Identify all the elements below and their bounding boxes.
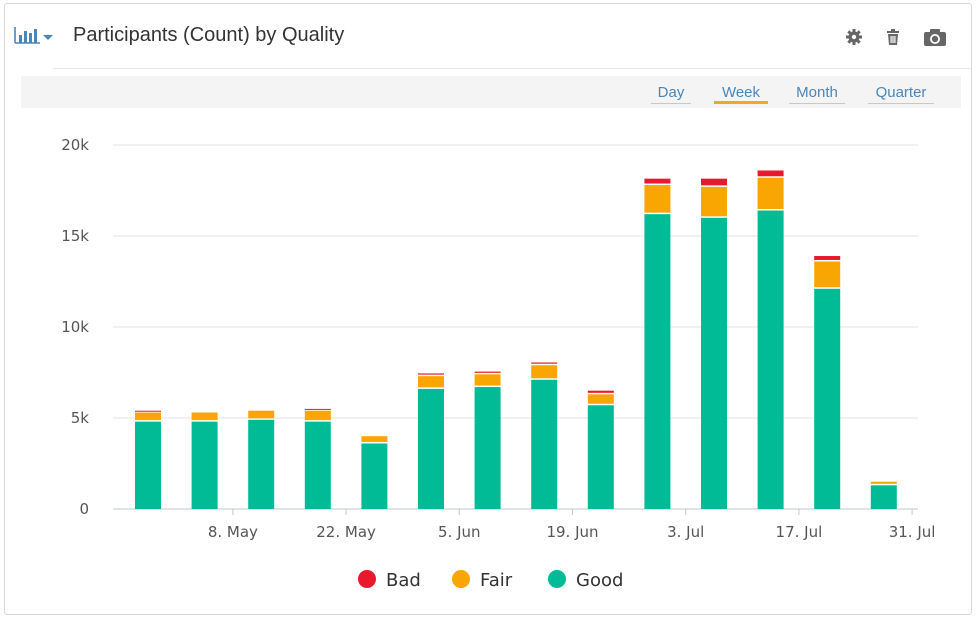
bar-good <box>418 388 444 509</box>
trash-icon <box>887 29 899 45</box>
bar-good <box>361 443 388 509</box>
bar-bad <box>814 256 841 260</box>
bar-fair <box>418 376 444 388</box>
y-tick-label: 15k <box>61 227 89 245</box>
tab-quarter[interactable]: Quarter <box>868 84 934 104</box>
bar-fair <box>191 412 218 421</box>
bar-fair <box>587 394 614 404</box>
x-tick-label: 31. Jul <box>889 523 936 541</box>
bar-fair <box>644 185 671 213</box>
bar-good <box>474 387 501 509</box>
bar-fair <box>757 177 784 210</box>
bar-good <box>191 421 218 509</box>
bar-good <box>644 214 671 509</box>
bar-bad <box>135 410 161 412</box>
tab-day[interactable]: Day <box>651 84 691 104</box>
bar-fair <box>531 365 558 379</box>
bar-bad <box>474 371 501 373</box>
bar-fair <box>135 412 161 421</box>
bar-bad <box>587 390 614 393</box>
y-tick-label: 5k <box>71 409 90 427</box>
bar-good <box>757 210 784 509</box>
camera-icon <box>924 29 946 46</box>
x-tick-label: 22. May <box>316 523 376 541</box>
bar-bad <box>531 362 558 364</box>
settings-button[interactable] <box>843 26 865 48</box>
bar-bad <box>701 178 727 186</box>
bar-bad <box>418 373 444 375</box>
y-tick-label: 20k <box>61 136 89 154</box>
settings-gear-icon <box>846 29 862 45</box>
bar-fair <box>248 410 275 419</box>
bar-good <box>135 421 161 509</box>
bar-good <box>587 405 614 509</box>
bar-good <box>531 379 558 509</box>
chart-type-dropdown[interactable] <box>13 24 57 48</box>
x-tick-label: 17. Jul <box>776 523 823 541</box>
x-tick-label: 19. Jun <box>546 523 598 541</box>
bar-fair <box>361 436 388 442</box>
tab-month[interactable]: Month <box>789 84 845 104</box>
legend-label-bad: Bad <box>386 570 421 591</box>
header-divider <box>53 68 971 69</box>
bar-fair <box>304 410 331 421</box>
legend-marker-bad <box>358 570 376 588</box>
bar-fair <box>814 261 841 288</box>
bar-bad <box>644 178 671 184</box>
y-tick-label: 0 <box>79 500 89 518</box>
chart-title: Participants (Count) by Quality <box>73 24 345 46</box>
export-image-button[interactable] <box>922 26 948 48</box>
chart-header: Participants (Count) by Quality <box>5 4 971 69</box>
x-tick-label: 5. Jun <box>438 523 481 541</box>
delete-button[interactable] <box>882 26 904 48</box>
caret-down-icon <box>43 35 53 40</box>
x-tick-label: 3. Jul <box>667 523 704 541</box>
x-tick-label: 8. May <box>208 523 258 541</box>
tab-week[interactable]: Week <box>714 84 768 104</box>
y-tick-label: 10k <box>61 318 89 336</box>
bar-good <box>814 288 841 509</box>
bar-good <box>870 485 897 509</box>
bar-fair <box>701 186 727 217</box>
legend-label-fair: Fair <box>480 570 513 591</box>
bar-fair <box>870 481 897 484</box>
bar-fair <box>474 374 501 386</box>
bar-good <box>304 421 331 509</box>
legend-marker-fair <box>452 570 470 588</box>
chart-card: Participants (Count) by Quality <box>4 3 972 615</box>
bar-bad <box>757 170 784 177</box>
bar-bad <box>304 408 331 410</box>
bar-good <box>248 419 275 509</box>
bar-good <box>701 217 727 510</box>
bar-chart-icon <box>14 27 53 44</box>
legend-label-good: Good <box>576 570 623 591</box>
legend-marker-good <box>548 570 566 588</box>
period-selector: Day Week Month Quarter <box>21 76 961 108</box>
